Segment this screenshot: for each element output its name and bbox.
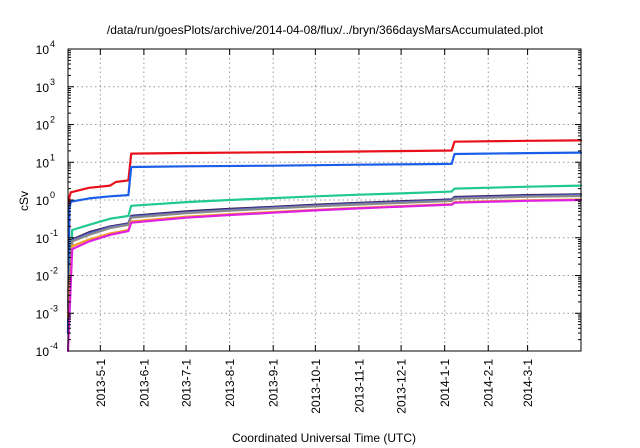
y-tick-label: 10 (36, 232, 50, 246)
series-line-3 (66, 184, 583, 315)
y-axis-label: cSv (17, 191, 31, 211)
y-tick-exponent: 4 (50, 39, 55, 49)
y-tick-label: 10 (36, 119, 50, 133)
series-line-4 (66, 193, 583, 315)
x-axis-label: Coordinated Universal Time (UTC) (232, 431, 416, 445)
y-tick-base: 10 (36, 119, 50, 133)
x-tick-label: 2014-3-1 (521, 359, 535, 407)
y-tick-label: 10 (36, 43, 50, 57)
y-tick-exponent: -2 (50, 266, 58, 276)
y-tick-label: 10 (36, 156, 50, 170)
x-tick-label: 2013-5-1 (94, 359, 108, 407)
x-tick-label: 2013-6-1 (137, 359, 151, 407)
series-line-5 (66, 194, 583, 315)
y-tick-exponent: -1 (50, 228, 58, 238)
x-tick-label: 2013-10-1 (309, 359, 323, 414)
y-tick-base: 10 (36, 194, 50, 208)
axis-ticks: 2013-5-1 2013-6-1 2013-7-1 2013-8-1 2013-9-1… (36, 39, 581, 414)
y-tick-exponent: 1 (50, 152, 55, 162)
y-tick-base: 10 (36, 156, 50, 170)
x-tick-label: 2014-1-1 (438, 359, 452, 407)
y-tick-exponent: 3 (50, 77, 55, 87)
x-tick-label: 2013-8-1 (223, 359, 237, 407)
x-tick-label: 2013-7-1 (180, 359, 194, 407)
y-tick-exponent: 2 (50, 115, 55, 125)
y-tick-base: 10 (36, 232, 50, 246)
x-tick-label: 2013-9-1 (267, 359, 281, 407)
y-tick-label: 10 (36, 307, 50, 321)
y-tick-base: 10 (36, 307, 50, 321)
y-tick-base: 10 (36, 345, 50, 359)
x-tick-label: 2014-2-1 (482, 359, 496, 407)
y-tick-label: 10 (36, 345, 50, 359)
x-tick-label: 2013-12-1 (395, 359, 409, 414)
y-tick-label: 10 (36, 194, 50, 208)
series-line-8 (66, 198, 583, 353)
series-line-1 (66, 139, 583, 335)
y-tick-label: 10 (36, 270, 50, 284)
y-tick-base: 10 (36, 43, 50, 57)
chart-title: /data/run/goesPlots/archive/2014-04-08/f… (107, 23, 544, 37)
series-line-2 (66, 151, 583, 335)
y-tick-exponent: 0 (50, 190, 55, 200)
y-tick-base: 10 (36, 81, 50, 95)
series-group (66, 139, 583, 353)
y-tick-exponent: -4 (50, 341, 58, 351)
y-tick-label: 10 (36, 81, 50, 95)
series-line-6 (66, 194, 583, 315)
y-tick-base: 10 (36, 270, 50, 284)
x-tick-label: 2013-11-1 (352, 359, 366, 413)
y-tick-exponent: -3 (50, 303, 58, 313)
